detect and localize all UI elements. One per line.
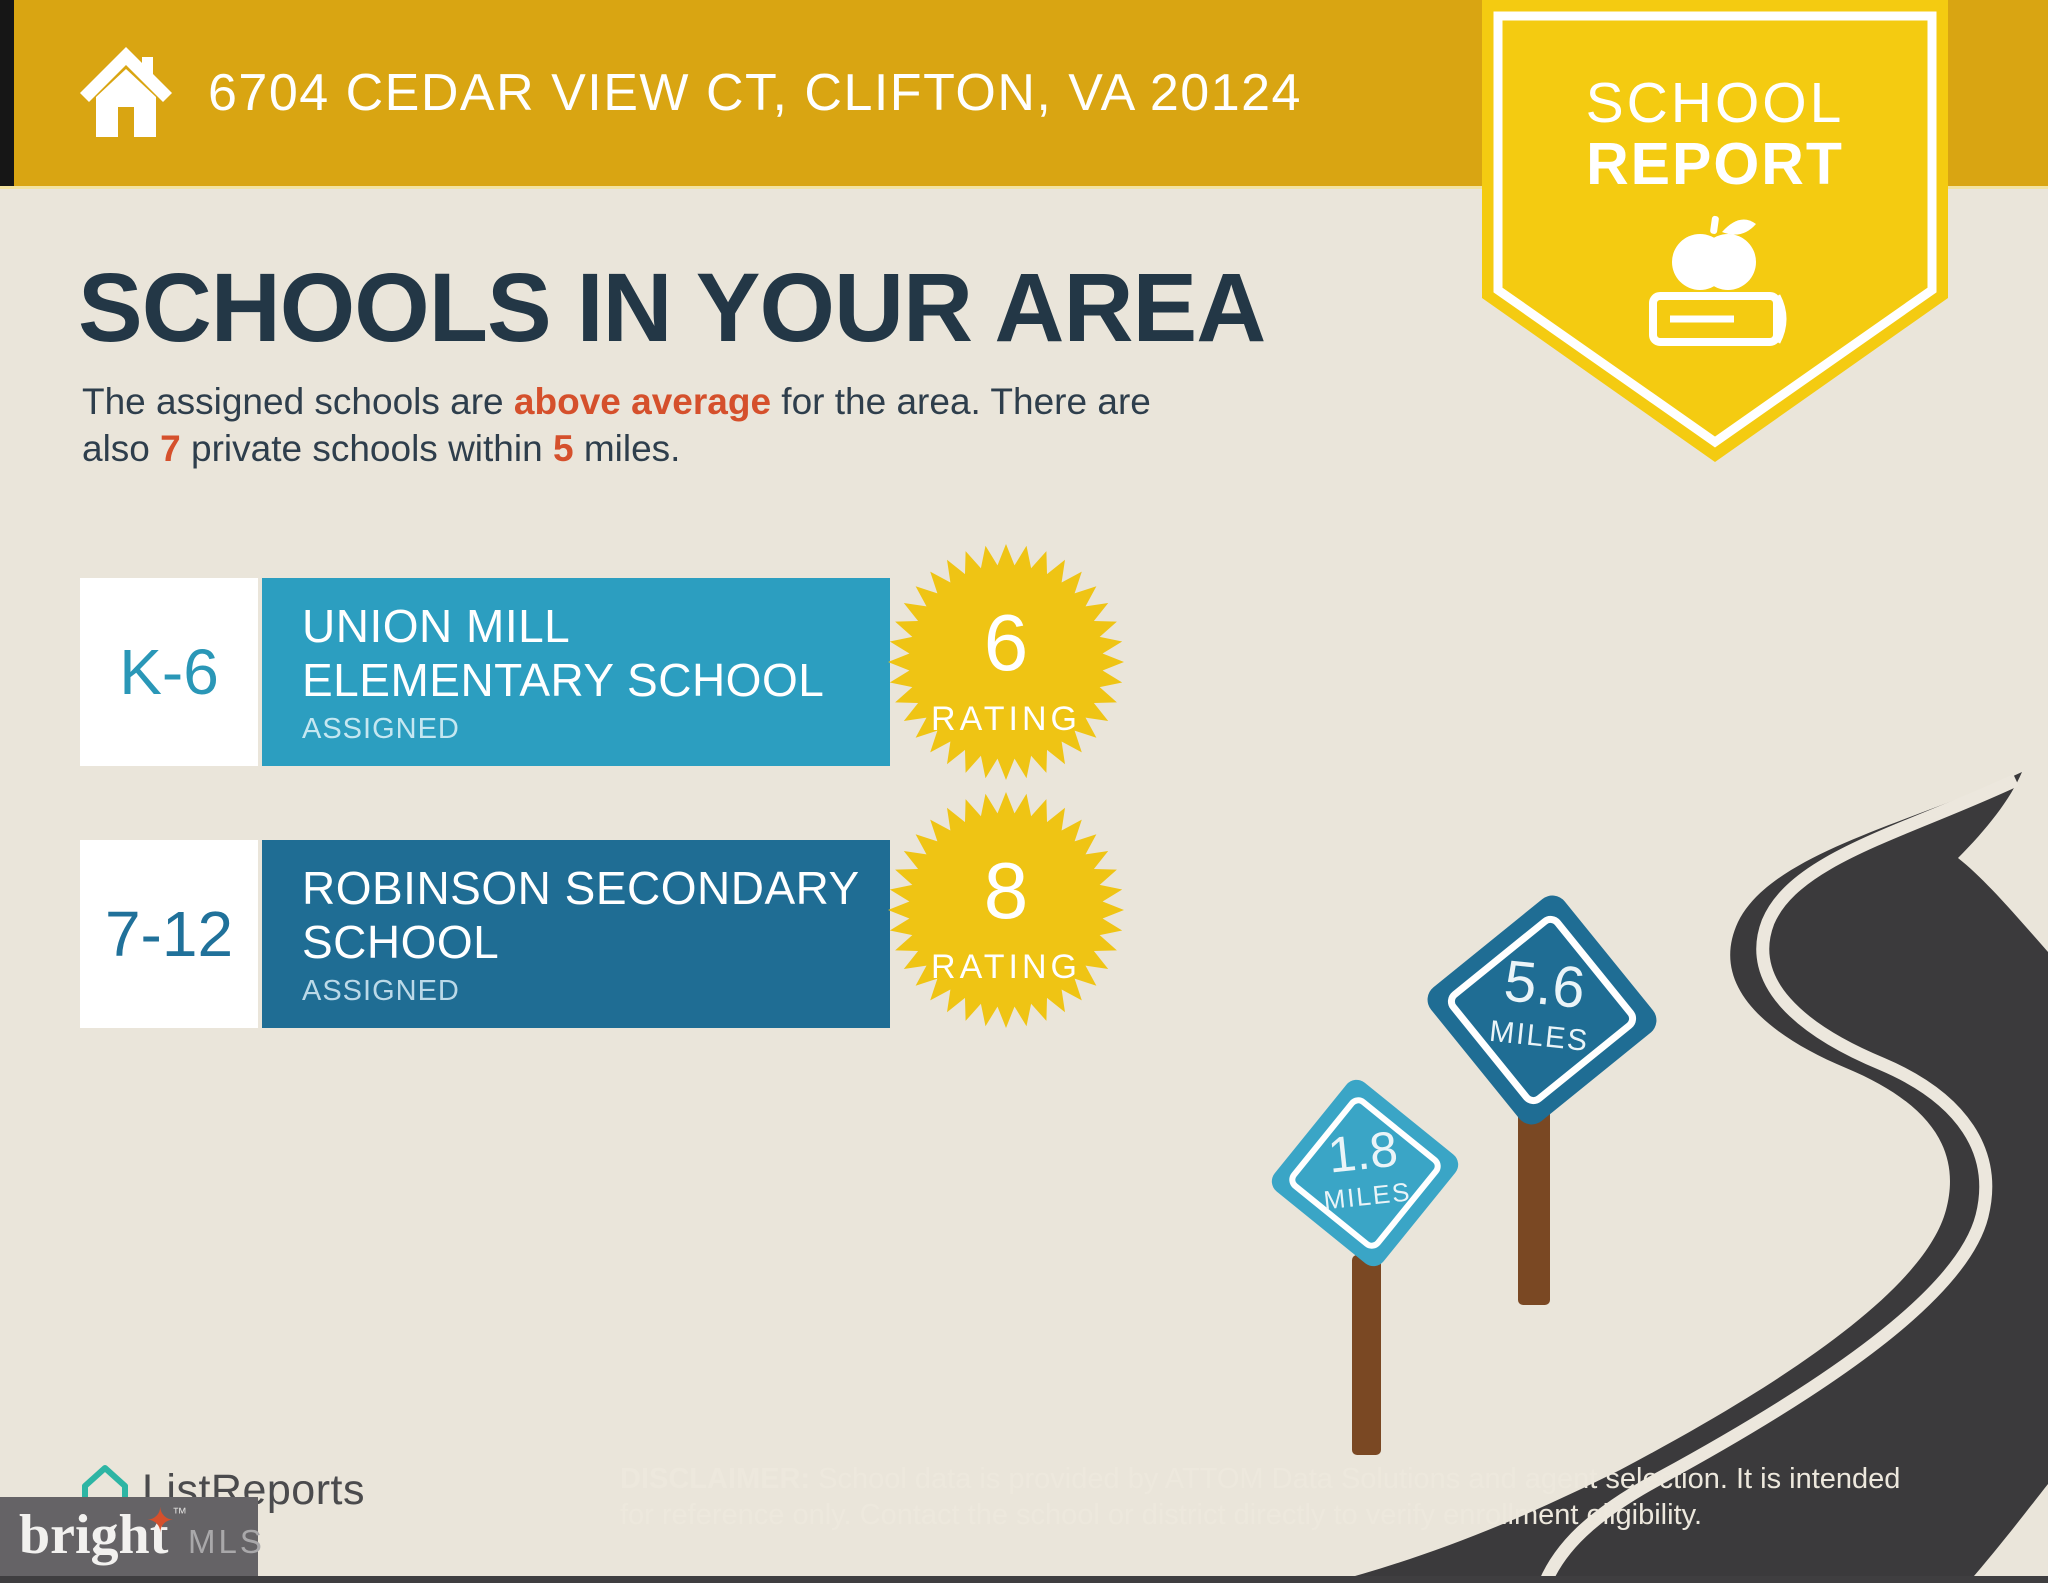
summary-line-2: also 7 private schools within 5 miles. bbox=[82, 425, 1151, 472]
summary-segment: miles. bbox=[573, 428, 681, 469]
page-title: SCHOOLS IN YOUR AREA bbox=[78, 253, 1266, 362]
summary-line-1: The assigned schools are above average f… bbox=[82, 378, 1151, 425]
bright-wordmark: bright bbox=[19, 1504, 169, 1566]
rating-value: 6 bbox=[984, 598, 1029, 687]
mls-label: MLS bbox=[188, 1523, 265, 1560]
disclaimer-line-1: DISCLAIMER: School data is provided by A… bbox=[620, 1461, 2040, 1497]
school-name-line2: SCHOOL bbox=[302, 915, 500, 968]
disclaimer-segment: School data is provided by ATTOM Data So… bbox=[810, 1463, 1901, 1495]
home-icon bbox=[80, 47, 172, 137]
sign-distance-value: 5.6 bbox=[1501, 948, 1588, 1021]
sign-post-near bbox=[1352, 1255, 1381, 1455]
sign-distance-value: 1.8 bbox=[1325, 1121, 1400, 1184]
summary-highlight-above-average: above average bbox=[513, 381, 772, 422]
road-shape bbox=[1330, 772, 2048, 1583]
school-card-elementary: UNION MILL ELEMENTARY SCHOOL ASSIGNED bbox=[262, 578, 890, 766]
pennant-inner-border bbox=[1493, 11, 1937, 448]
summary-radius-miles: 5 bbox=[552, 428, 574, 469]
school-card-secondary: ROBINSON SECONDARY SCHOOL ASSIGNED bbox=[262, 840, 890, 1028]
sign-post-far bbox=[1518, 1095, 1550, 1305]
grade-range-box-elementary: K-6 bbox=[80, 578, 258, 766]
disclaimer-text: DISCLAIMER: School data is provided by A… bbox=[620, 1461, 2040, 1533]
rating-starburst-secondary: 8 RATING bbox=[888, 792, 1124, 1028]
school-status-badge: ASSIGNED bbox=[302, 712, 460, 745]
school-name-line2: ELEMENTARY SCHOOL bbox=[302, 653, 825, 706]
summary-private-school-count: 7 bbox=[160, 428, 181, 469]
badge-title-line2: REPORT bbox=[1586, 131, 1844, 197]
rating-label: RATING bbox=[931, 948, 1081, 986]
distance-sign-far: 5.6 MILES bbox=[1427, 895, 1657, 1125]
rating-value: 8 bbox=[984, 846, 1029, 935]
summary-segment: The assigned schools are bbox=[82, 381, 514, 422]
school-status-badge: ASSIGNED bbox=[302, 974, 460, 1007]
bright-mls-logo: bright ✦ ™ MLS bbox=[0, 1497, 262, 1583]
distance-sign-near: 1.8 MILES bbox=[1271, 1079, 1459, 1267]
disclaimer-label: DISCLAIMER: bbox=[620, 1463, 811, 1495]
apple-on-book-icon bbox=[1649, 215, 1787, 346]
road-center-line bbox=[1539, 774, 2019, 1583]
bright-star-icon: ✦ bbox=[146, 1502, 175, 1540]
school-report-badge: SCHOOL REPORT bbox=[1482, 0, 1948, 462]
rating-starburst-elementary: 6 RATING bbox=[888, 544, 1124, 780]
rating-label: RATING bbox=[931, 700, 1081, 738]
bottom-edge-line bbox=[0, 1576, 2048, 1583]
disclaimer-line-2: for reference only. Contact the school o… bbox=[620, 1499, 1703, 1531]
grade-range-box-secondary: 7-12 bbox=[80, 840, 258, 1028]
summary-segment: for the area. There are bbox=[771, 381, 1151, 422]
badge-title-line1: SCHOOL bbox=[1586, 71, 1845, 135]
left-edge-artifact bbox=[0, 0, 14, 186]
starburst-shape bbox=[888, 792, 1124, 1028]
school-name-line1: UNION MILL bbox=[302, 599, 571, 652]
summary-segment: also bbox=[82, 428, 161, 469]
starburst-shape bbox=[888, 544, 1124, 780]
trademark-symbol: ™ bbox=[172, 1505, 187, 1522]
school-name-line1: ROBINSON SECONDARY bbox=[302, 861, 860, 914]
summary-segment: private schools within bbox=[180, 428, 553, 469]
summary-text: The assigned schools are above average f… bbox=[82, 378, 1151, 472]
property-address: 6704 CEDAR VIEW CT, CLIFTON, VA 20124 bbox=[208, 64, 1302, 122]
